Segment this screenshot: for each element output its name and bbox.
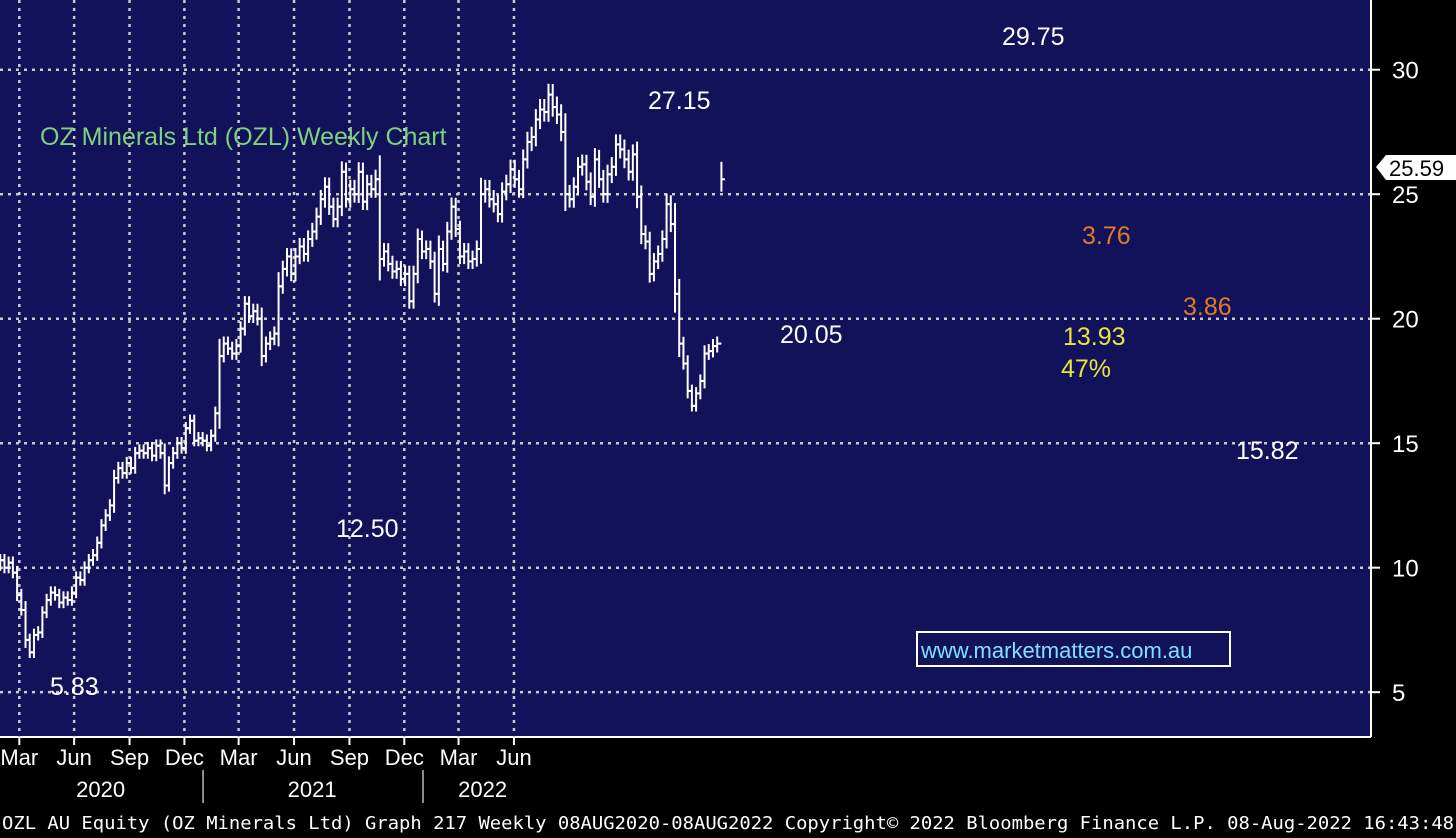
x-tick-label: Sep — [110, 745, 149, 770]
annotation-sep-2020: 12.50 — [336, 515, 399, 543]
ohlc-bar — [717, 161, 725, 345]
bottom-axis-panel — [0, 737, 1456, 838]
watermark: www.marketmatters.com.au — [916, 631, 1231, 667]
y-tick-label: 15 — [1392, 431, 1419, 458]
x-tick-label: Mar — [0, 745, 38, 770]
right-axis-panel — [1370, 0, 1456, 737]
annotation-low-2022: 15.82 — [1236, 437, 1299, 465]
annotation-labels: 5.83 12.50 27.15 20.05 29.75 3.76 3.86 1… — [50, 23, 1299, 701]
x-tick-label: Dec — [165, 745, 204, 770]
x-tick-label: Dec — [385, 745, 424, 770]
year-label: 2021 — [288, 777, 337, 802]
chart-title: OZ Minerals Ltd (OZL) Weekly Chart — [40, 123, 447, 151]
x-tick-label: Jun — [276, 745, 311, 770]
watermark-box — [916, 631, 1231, 667]
y-axis-ticks: 5 10 15 20 25 30 — [1371, 58, 1419, 707]
x-tick-label: Mar — [220, 745, 258, 770]
x-tick-label: Mar — [440, 745, 478, 770]
x-tick-label: Jun — [56, 745, 91, 770]
y-tick-label: 30 — [1392, 58, 1419, 85]
watermark-text: www.marketmatters.com.au — [920, 638, 1192, 663]
annotation-orange-2: 3.86 — [1183, 293, 1232, 321]
y-tick-label: 25 — [1392, 182, 1419, 209]
year-label: 2022 — [458, 777, 507, 802]
x-tick-label: Jun — [496, 745, 531, 770]
annotation-low-2020: 5.83 — [50, 673, 99, 701]
y-tick-label: 5 — [1392, 680, 1405, 707]
last-price-label: 25.59 — [1389, 156, 1444, 181]
annotation-drop-value: 13.93 — [1063, 323, 1126, 351]
x-tick-label: Sep — [330, 745, 369, 770]
grid-lines — [0, 0, 1370, 737]
last-price-tag: 25.59 — [1376, 155, 1456, 181]
footer-text: OZL AU Equity (OZ Minerals Ltd) Graph 21… — [2, 813, 1454, 834]
annotation-peak-2022: 29.75 — [1002, 23, 1065, 51]
annotation-orange-1: 3.76 — [1082, 222, 1131, 250]
y-tick-label: 20 — [1392, 307, 1419, 334]
annotation-drop-percent: 47% — [1061, 355, 1111, 383]
annotation-peak-2021: 27.15 — [648, 87, 711, 115]
year-label: 2020 — [76, 777, 125, 802]
y-tick-label: 10 — [1392, 556, 1419, 583]
plot-area — [0, 0, 1370, 737]
x-axis-ticks: Mar Jun Sep Dec Mar Jun Sep Dec Mar Jun 2020 2021 20… — [0, 737, 532, 803]
annotation-aug-2021: 20.05 — [780, 321, 843, 349]
price-bars — [0, 83, 725, 658]
